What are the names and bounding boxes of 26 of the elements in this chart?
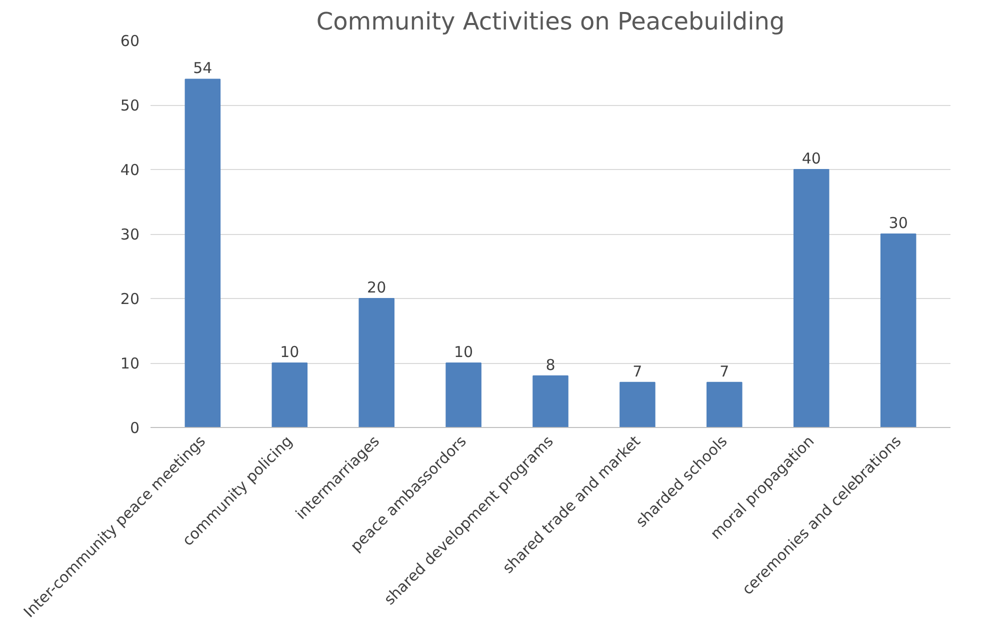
data-label: 10 — [280, 343, 300, 361]
bar — [532, 375, 568, 428]
data-label: 30 — [888, 214, 908, 232]
bar — [446, 362, 482, 428]
y-tick-label: 0 — [130, 419, 140, 437]
chart-title: Community Activities on Peacebuilding — [316, 8, 785, 36]
y-tick-label: 30 — [120, 226, 140, 244]
y-tick-label: 40 — [120, 161, 140, 179]
data-label: 40 — [802, 150, 821, 168]
data-label: 7 — [632, 362, 642, 380]
bar — [620, 382, 656, 428]
y-tick-label: 10 — [120, 354, 140, 372]
data-label: 8 — [546, 356, 556, 374]
bar — [793, 169, 830, 428]
y-tick-label: 20 — [120, 290, 140, 308]
bar — [272, 362, 308, 428]
data-label: 10 — [454, 343, 474, 361]
data-label: 54 — [193, 59, 212, 78]
data-label: 7 — [720, 362, 730, 380]
y-tick-label: 60 — [120, 32, 140, 50]
y-tick-label: 50 — [120, 96, 140, 114]
bar — [880, 234, 916, 428]
bar — [184, 78, 221, 428]
data-label: 20 — [367, 278, 386, 296]
bar — [358, 298, 394, 428]
bar — [706, 382, 742, 428]
